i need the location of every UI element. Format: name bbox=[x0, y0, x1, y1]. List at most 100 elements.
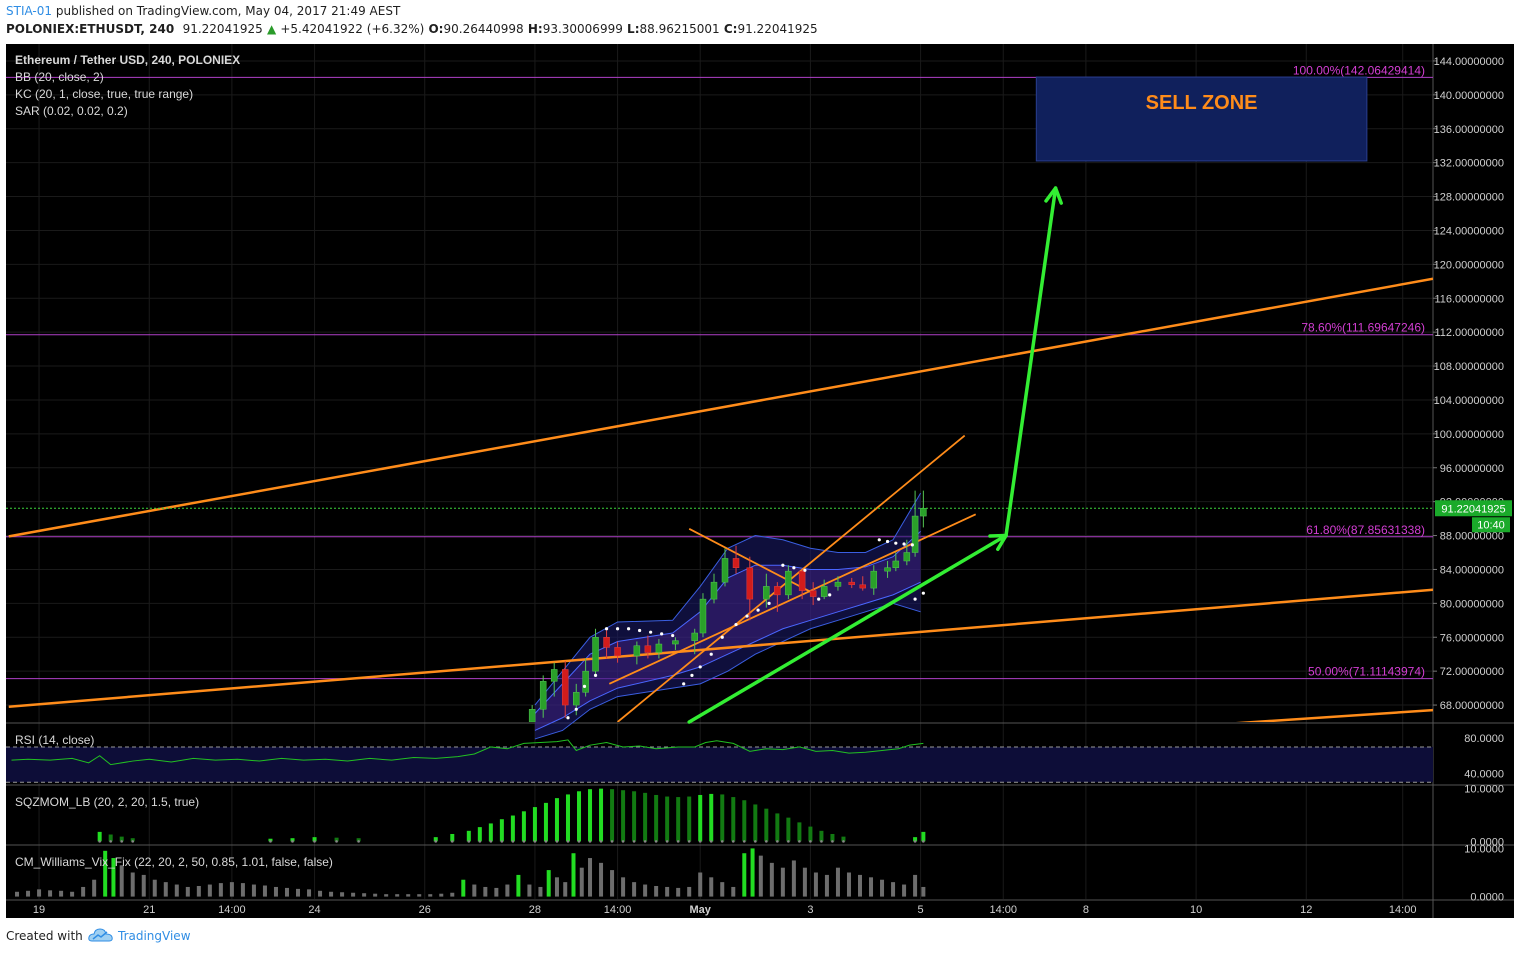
candle-body bbox=[870, 570, 878, 589]
sar-dot bbox=[885, 539, 890, 544]
sqz-dot bbox=[731, 840, 735, 843]
projection-arrow-head[interactable] bbox=[1044, 186, 1063, 205]
fib-label: 61.80%(87.85631338) bbox=[1306, 523, 1425, 537]
sqz-dot bbox=[720, 840, 724, 843]
close-label: C: bbox=[723, 22, 738, 36]
sqzmom-bar bbox=[532, 807, 537, 842]
sqzmom-tick-label: 10.0000 bbox=[1464, 784, 1504, 796]
legend-bb[interactable]: BB (20, close, 2) bbox=[15, 70, 104, 84]
vix-fix-bar bbox=[665, 886, 670, 897]
bb-lower-line bbox=[534, 602, 921, 740]
sar-dot bbox=[910, 543, 914, 547]
sqz-dot bbox=[787, 840, 790, 843]
sar-dot bbox=[626, 627, 631, 631]
sar-dot bbox=[698, 665, 702, 669]
sqzmom-bar bbox=[654, 794, 659, 842]
sar-dot bbox=[574, 707, 578, 711]
candle-body bbox=[550, 669, 558, 682]
sqzmom-bar bbox=[921, 831, 926, 842]
low-label: L: bbox=[627, 22, 640, 36]
candle-body bbox=[644, 645, 652, 653]
candle-body bbox=[892, 560, 900, 569]
vix-fix-bar bbox=[284, 887, 289, 897]
vix-fix-bar bbox=[229, 882, 234, 897]
sar-dot bbox=[720, 635, 724, 639]
projection-arrow[interactable] bbox=[1004, 186, 1058, 538]
price-tick-label: 140.00000000 bbox=[1434, 90, 1504, 102]
legend-sar[interactable]: SAR (0.02, 0.02, 0.2) bbox=[15, 104, 128, 118]
rsi-line bbox=[11, 739, 924, 766]
sell-zone-box[interactable] bbox=[1035, 76, 1368, 162]
time-tick-label: 14:00 bbox=[218, 904, 246, 916]
trend-line[interactable] bbox=[8, 277, 1433, 538]
sqzmom-bar bbox=[108, 834, 113, 842]
symbol-quote-line: POLONIEX:ETHUSDT, 240 91.22041925 ▲ +5.4… bbox=[6, 22, 818, 36]
sqz-dot bbox=[599, 840, 603, 843]
sqz-dot bbox=[610, 840, 614, 843]
legend-vix-fix[interactable]: CM_Williams_Vix_Fix (22, 20, 2, 50, 0.85… bbox=[15, 855, 333, 869]
vix-fix-bar bbox=[472, 884, 477, 897]
sqzmom-bar bbox=[753, 804, 758, 842]
vix-fix-bar bbox=[824, 874, 829, 897]
sar-dot bbox=[582, 684, 587, 689]
projection-arrow[interactable] bbox=[687, 533, 1008, 724]
vix-fix-bar bbox=[119, 865, 124, 897]
tradingview-cloud-icon[interactable] bbox=[88, 926, 114, 944]
vix-fix-bar bbox=[26, 890, 31, 897]
vix-fix-bar bbox=[913, 874, 918, 897]
sqz-dot bbox=[643, 840, 647, 843]
vix-fix-bar bbox=[130, 872, 135, 897]
vix-fix-bar bbox=[731, 886, 736, 897]
vix-fix-bar bbox=[92, 879, 97, 897]
projection-arrows[interactable] bbox=[687, 186, 1063, 724]
time-axis[interactable]: 19 21 14:00 24 26 28 14:00 May 3 5 14:00 8 10 12 14:00 bbox=[33, 904, 1417, 916]
sqz-dot bbox=[820, 840, 823, 843]
vix-fix-pane bbox=[15, 848, 926, 897]
candle-body bbox=[903, 552, 911, 562]
vix-fix-bar bbox=[880, 879, 885, 897]
sqz-dot bbox=[313, 840, 316, 843]
sar-dot bbox=[894, 541, 898, 545]
sar-dot bbox=[877, 538, 881, 542]
legend-sqzmom[interactable]: SQZMOM_LB (20, 2, 20, 1.5, true) bbox=[15, 795, 199, 809]
legend-rsi[interactable]: RSI (14, close) bbox=[15, 733, 94, 747]
sqz-dot bbox=[500, 840, 504, 843]
tradingview-link[interactable]: TradingView bbox=[118, 929, 191, 943]
sar-dot bbox=[921, 591, 925, 595]
vix-fix-bar bbox=[362, 893, 367, 897]
price-tick-label: 76.00000000 bbox=[1440, 632, 1504, 644]
sqz-dot bbox=[698, 840, 702, 843]
sar-dot bbox=[682, 682, 686, 686]
candle-body bbox=[672, 640, 679, 645]
sqzmom-bar bbox=[433, 837, 438, 842]
rsi-tick-label: 80.0000 bbox=[1464, 733, 1504, 745]
price-axis[interactable]: 144.00000000 140.00000000 136.00000000 132.… bbox=[1433, 56, 1512, 904]
chart-frame[interactable]: 100.00%(142.06429414) 78.60%(111.69647246… bbox=[6, 44, 1514, 918]
sell-zone-label: SELL ZONE bbox=[1146, 92, 1258, 114]
publish-info-line: STIA-01 published on TradingView.com, Ma… bbox=[6, 4, 400, 18]
vix-fix-bar bbox=[538, 886, 543, 897]
last-price-tag[interactable] bbox=[1435, 500, 1512, 517]
author-link[interactable]: STIA-01 bbox=[6, 4, 53, 18]
legend-kc[interactable]: KC (20, 1, close, true, true range) bbox=[15, 87, 193, 101]
vix-fix-bar bbox=[329, 891, 334, 897]
trend-line[interactable] bbox=[8, 588, 1433, 708]
sqz-dot bbox=[577, 840, 581, 843]
sqz-dot bbox=[478, 840, 482, 843]
vix-fix-bar bbox=[546, 870, 551, 897]
trend-line[interactable] bbox=[1229, 708, 1433, 724]
candle-body bbox=[603, 637, 610, 648]
sqz-dot bbox=[809, 840, 812, 843]
chart-canvas[interactable]: 100.00%(142.06429414) 78.60%(111.69647246… bbox=[6, 44, 1514, 918]
trend-line[interactable] bbox=[688, 527, 814, 594]
sar-dot bbox=[649, 630, 653, 634]
sqzmom-bar bbox=[543, 802, 548, 842]
sqzmom-pane bbox=[97, 788, 926, 843]
vix-fix-bar bbox=[103, 850, 108, 897]
sqz-dot bbox=[765, 840, 768, 843]
time-tick-label: 21 bbox=[143, 904, 155, 916]
candle-body bbox=[710, 581, 718, 600]
sar-dot bbox=[660, 632, 664, 636]
sar-dot bbox=[745, 614, 749, 618]
vix-fix-bar bbox=[869, 877, 874, 897]
